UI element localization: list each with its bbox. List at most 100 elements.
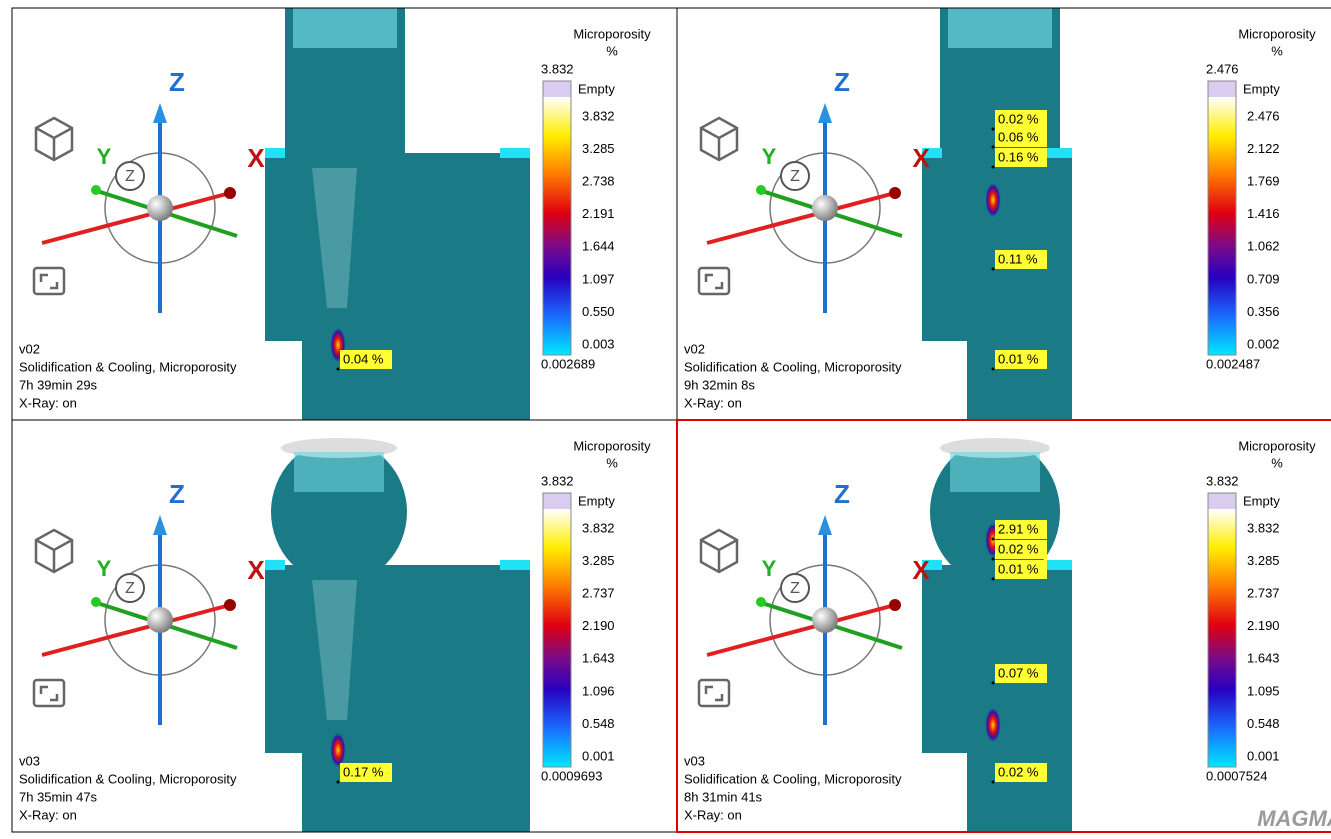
x-label: X	[247, 555, 265, 585]
annotation-label: 0.07 %	[998, 665, 1039, 680]
y-label: Y	[762, 144, 777, 169]
legend-tick: 1.644	[582, 239, 615, 254]
x-label: X	[912, 555, 930, 585]
fit-icon[interactable]	[34, 680, 64, 706]
body	[265, 153, 530, 420]
legend-tick: 3.832	[582, 520, 615, 535]
legend-tick: 3.285	[1247, 553, 1280, 568]
view-label: Z	[125, 168, 135, 185]
legend-tick: 0.356	[1247, 304, 1280, 319]
legend-empty: Empty	[1243, 493, 1280, 508]
annotation-point	[992, 538, 995, 541]
legend-tick: 3.832	[582, 108, 615, 123]
cube-icon[interactable]	[701, 118, 737, 160]
legend-tick: 1.062	[1247, 239, 1280, 254]
legend-tick: 3.285	[582, 553, 615, 568]
legend-tick: 1.769	[1247, 174, 1280, 189]
annotation-label: 0.11 %	[998, 251, 1038, 266]
color-bar	[543, 509, 571, 767]
color-bar	[543, 97, 571, 355]
legend-tick: 1.096	[582, 683, 615, 698]
legend-tick: 3.285	[582, 141, 615, 156]
page: {"panels": [ {"legend": {"title": "Micro…	[0, 0, 1331, 834]
info-line: Solidification & Cooling, Microporosity	[19, 359, 237, 374]
legend-empty: Empty	[578, 81, 615, 96]
legend-max: 2.476	[1206, 61, 1239, 76]
cube-icon[interactable]	[36, 118, 72, 160]
ledge-right	[500, 560, 530, 570]
legend-tick: 0.548	[582, 716, 615, 731]
annotation-point	[337, 781, 340, 784]
color-bar	[1208, 97, 1236, 355]
annotation-label: 0.16 %	[998, 149, 1039, 164]
annotation-label: 0.02 %	[998, 111, 1039, 126]
z-arrow	[818, 103, 832, 123]
fit-icon[interactable]	[699, 268, 729, 294]
legend-tick: 2.191	[582, 206, 615, 221]
hot-spot	[330, 732, 346, 768]
y-arrow	[91, 597, 101, 607]
annotation-label: 0.02 %	[998, 764, 1039, 779]
legend-unit: %	[1271, 43, 1283, 58]
view-label: Z	[125, 580, 135, 597]
view-panel: ZZXY0.17 %v03Solidification & Cooling, M…	[12, 420, 677, 833]
z-label: Z	[169, 479, 185, 509]
fit-icon[interactable]	[699, 680, 729, 706]
legend-empty: Empty	[578, 493, 615, 508]
annotation-label: 0.02 %	[998, 541, 1039, 556]
legend-tick: 1.416	[1247, 206, 1280, 221]
viewer: ZZXY0.04 %v02Solidification & Cooling, M…	[0, 0, 1331, 834]
info-line: Solidification & Cooling, Microporosity	[684, 771, 902, 786]
legend-tick: 2.476	[1247, 108, 1280, 123]
view-label: Z	[790, 168, 800, 185]
annotation-point	[992, 368, 995, 371]
empty-swatch	[1208, 493, 1236, 509]
annotation-label: 0.01 %	[998, 561, 1039, 576]
annotation-label: 0.17 %	[343, 764, 384, 779]
info-line: v02	[684, 341, 705, 356]
z-label: Z	[834, 67, 850, 97]
legend-tick: 0.001	[1247, 748, 1280, 763]
legend-tick: 0.709	[1247, 271, 1280, 286]
info-line: Solidification & Cooling, Microporosity	[19, 771, 237, 786]
x-label: X	[247, 143, 265, 173]
legend-title: Microporosity	[573, 26, 651, 41]
legend-max: 3.832	[541, 473, 574, 488]
legend-max: 3.832	[541, 61, 574, 76]
legend-tick: 0.002	[1247, 336, 1280, 351]
y-arrow	[91, 185, 101, 195]
inner-gate	[950, 452, 1040, 492]
x-arrow	[224, 187, 236, 199]
z-arrow	[153, 515, 167, 535]
x-label: X	[912, 143, 930, 173]
gizmo-sphere	[812, 195, 838, 221]
legend-tick: 1.643	[582, 651, 615, 666]
annotation-point	[992, 558, 995, 561]
fit-icon-corners	[41, 687, 57, 700]
info-line: 7h 39min 29s	[19, 377, 98, 392]
empty-swatch	[1208, 81, 1236, 97]
y-arrow	[756, 185, 766, 195]
annotation-point	[992, 781, 995, 784]
annotation-label: 0.01 %	[998, 351, 1039, 366]
x-arrow	[889, 187, 901, 199]
z-label: Z	[834, 479, 850, 509]
info-line: 9h 32min 8s	[684, 377, 755, 392]
legend-min: 0.0007524	[1206, 768, 1267, 783]
legend-tick: 0.003	[582, 336, 615, 351]
logo: MAGMA	[1257, 806, 1331, 831]
fit-icon[interactable]	[34, 268, 64, 294]
scene: ZZXY0.04 %v02Solidification & Cooling, M…	[12, 8, 651, 421]
cube-icon[interactable]	[701, 530, 737, 572]
y-arrow	[756, 597, 766, 607]
legend-title: Microporosity	[1238, 438, 1316, 453]
cube-icon[interactable]	[36, 530, 72, 572]
inner-gate	[294, 452, 384, 492]
x-axis	[707, 193, 895, 243]
legend-tick: 0.548	[1247, 716, 1280, 731]
z-label: Z	[169, 67, 185, 97]
info-line: v02	[19, 341, 40, 356]
fit-icon-corners	[41, 275, 57, 288]
